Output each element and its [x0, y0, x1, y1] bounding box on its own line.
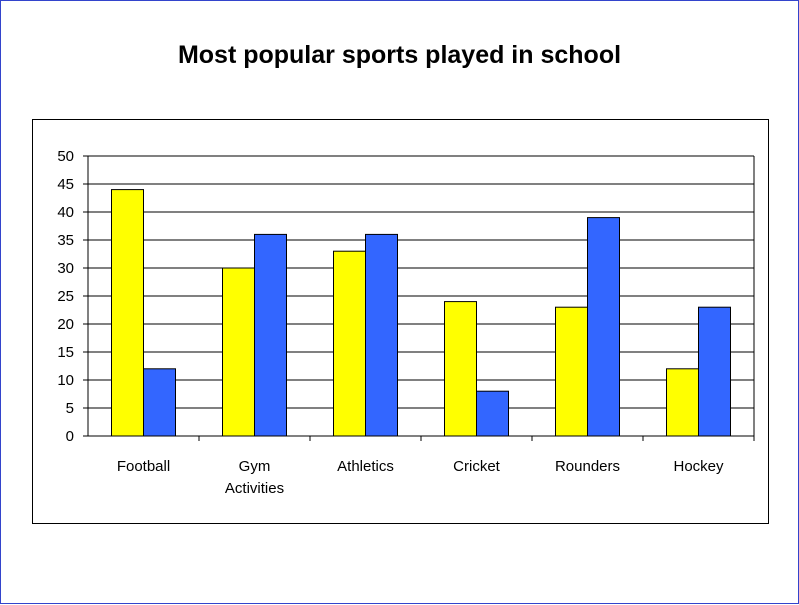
bar-2-rounders	[587, 217, 620, 437]
bar-1-football	[111, 189, 144, 437]
y-tick-label: 45	[57, 176, 74, 193]
y-tick-label: 30	[57, 260, 74, 277]
y-tick-label: 20	[57, 316, 74, 333]
bar-2-cricket	[476, 390, 509, 437]
bar-2-football	[143, 368, 176, 437]
bar-1-cricket	[444, 301, 477, 437]
x-tick-label: Football	[117, 458, 170, 475]
x-tick-label: Athletics	[337, 458, 394, 475]
x-tick-label: Gym Activities	[225, 458, 284, 497]
y-tick-label: 25	[57, 288, 74, 305]
y-tick-label: 40	[57, 204, 74, 221]
bars	[111, 189, 731, 437]
chart-title: Most popular sports played in school	[177, 41, 622, 69]
y-tick-label: 15	[57, 344, 74, 361]
bar-1-hockey	[666, 368, 699, 437]
bar-2-athletics	[365, 233, 398, 437]
tick-labels: 0 5 10 15 20 25 30 35 40 45 50 Football Gym Activitie…	[57, 148, 724, 497]
bar-1-gym-activities	[222, 267, 255, 437]
y-tick-label: 50	[57, 148, 74, 165]
bar-2-gym-activities	[254, 233, 287, 437]
x-tick-label: Hockey	[673, 458, 724, 475]
axes	[83, 155, 755, 441]
x-tick-label: Cricket	[453, 458, 501, 475]
bar-2-hockey	[698, 306, 731, 437]
gridlines	[88, 155, 754, 409]
chart-frame	[32, 119, 769, 524]
bar-1-rounders	[555, 306, 588, 437]
y-tick-label: 10	[57, 372, 74, 389]
y-tick-label: 35	[57, 232, 74, 249]
y-tick-label: 5	[66, 400, 74, 417]
bar-1-athletics	[333, 250, 366, 437]
y-tick-label: 0	[66, 428, 74, 445]
x-tick-label: Rounders	[555, 458, 620, 475]
